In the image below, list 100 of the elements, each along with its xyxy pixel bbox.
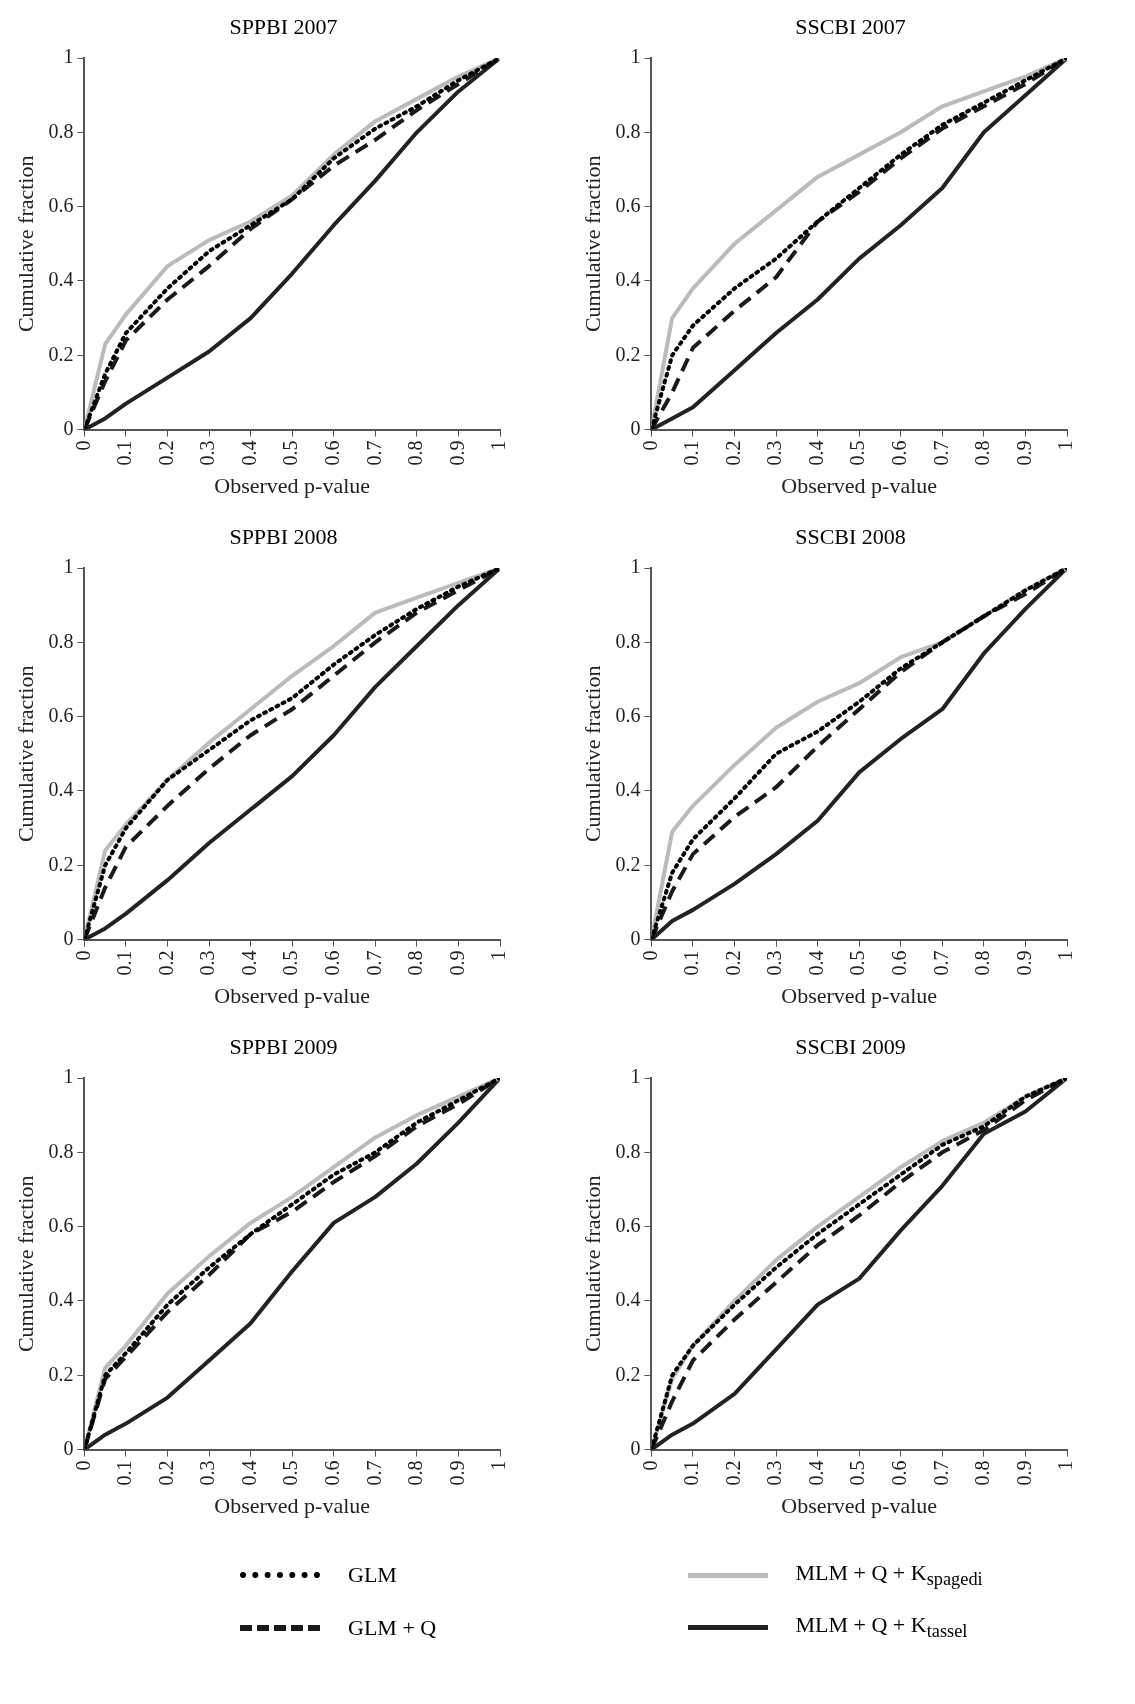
x-tick-label: 0.9 — [445, 950, 468, 976]
y-axis-title: Cumulative fraction — [579, 665, 605, 843]
y-tick-label: 0.4 — [615, 1288, 641, 1311]
y-tick-label: 0.6 — [615, 1213, 641, 1236]
x-tick-label: 0.7 — [362, 950, 385, 976]
x-axis-title: Observed p-value — [781, 1492, 938, 1518]
x-tick-label: 0.9 — [445, 440, 468, 466]
x-tick-label: 0.6 — [888, 440, 911, 466]
x-tick-label: 0.3 — [196, 440, 219, 466]
legend-label: MLM + Q + K$_{spagedi}$ — [795, 1560, 983, 1591]
x-axis-title: Observed p-value — [781, 472, 938, 498]
x-tick-label: 0 — [71, 440, 94, 451]
x-tick-label: 0.2 — [721, 950, 744, 976]
y-axis-title: Cumulative fraction — [12, 155, 38, 333]
x-tick-label: 0.8 — [971, 440, 994, 466]
y-tick-label: 0.4 — [615, 268, 641, 291]
x-tick-label: 0.7 — [929, 950, 952, 976]
x-tick-label: 0.6 — [321, 950, 344, 976]
x-tick-label: 0.9 — [1012, 1460, 1035, 1486]
y-tick-label: 0.8 — [48, 119, 74, 142]
y-tick-label: 0.2 — [48, 852, 74, 875]
x-tick-label: 0.8 — [404, 950, 427, 976]
x-tick-label: 0.2 — [154, 950, 177, 976]
y-tick-label: 0.2 — [615, 852, 641, 875]
x-tick-label: 0.5 — [846, 440, 869, 466]
x-tick-label: 0.2 — [154, 1460, 177, 1486]
x-tick-label: 0.4 — [237, 1460, 260, 1486]
x-tick-label: 0.9 — [1012, 440, 1035, 466]
chart-title: SSCBI 2008 — [794, 524, 907, 551]
x-axis-title: Observed p-value — [214, 982, 371, 1008]
x-axis-title: Observed p-value — [214, 472, 371, 498]
x-tick-label: 0.5 — [846, 950, 869, 976]
y-axis-title: Cumulative fraction — [579, 155, 605, 333]
x-tick-label: 0.7 — [362, 440, 385, 466]
y-tick-label: 0.8 — [615, 1139, 641, 1162]
x-tick-label: 0.1 — [113, 1460, 136, 1486]
x-tick-label: 0.7 — [362, 1460, 385, 1486]
legend-label: MLM + Q + K$_{tassel}$ — [795, 1612, 968, 1643]
y-tick-label: 0.2 — [48, 342, 74, 365]
x-tick-label: 0.4 — [804, 440, 827, 466]
x-tick-label: 0.8 — [971, 950, 994, 976]
y-tick-label: 0.6 — [48, 193, 74, 216]
x-tick-label: 0.5 — [279, 1460, 302, 1486]
y-tick-label: 0.6 — [48, 703, 74, 726]
x-tick-label: 0 — [638, 1460, 661, 1471]
x-tick-label: 0.6 — [888, 950, 911, 976]
y-tick-label: 0.6 — [48, 1213, 74, 1236]
x-tick-label: 1 — [487, 950, 510, 961]
x-tick-label: 1 — [1054, 1460, 1077, 1471]
x-tick-label: 0.4 — [804, 1460, 827, 1486]
x-tick-label: 1 — [1054, 950, 1077, 961]
x-tick-label: 0.3 — [763, 440, 786, 466]
x-axis-title: Observed p-value — [214, 1492, 371, 1518]
y-tick-label: 0.4 — [48, 778, 74, 801]
legend-label: GLM + Q — [348, 1614, 437, 1641]
x-tick-label: 0.5 — [279, 950, 302, 976]
chart-title: SPPBI 2008 — [228, 524, 339, 551]
x-tick-label: 0.2 — [721, 1460, 744, 1486]
chart-title: SPPBI 2007 — [228, 14, 339, 41]
x-tick-label: 0.1 — [680, 950, 703, 976]
x-tick-label: 0.3 — [196, 950, 219, 976]
y-tick-label: 1 — [63, 45, 74, 68]
x-tick-label: 0.5 — [846, 1460, 869, 1486]
x-tick-label: 0.7 — [929, 440, 952, 466]
x-tick-label: 0.8 — [404, 1460, 427, 1486]
x-tick-label: 0.3 — [196, 1460, 219, 1486]
x-axis-title: Observed p-value — [781, 982, 938, 1008]
x-tick-label: 0 — [71, 1460, 94, 1471]
x-tick-label: 0.1 — [113, 950, 136, 976]
x-tick-label: 0.4 — [237, 950, 260, 976]
y-tick-label: 0.4 — [48, 1288, 74, 1311]
x-tick-label: 0 — [71, 950, 94, 961]
legend-label: GLM — [348, 1562, 397, 1589]
x-tick-label: 0.2 — [154, 440, 177, 466]
y-tick-label: 0.4 — [48, 268, 74, 291]
y-tick-label: 0.6 — [615, 193, 641, 216]
x-tick-label: 0.8 — [404, 440, 427, 466]
y-axis-title: Cumulative fraction — [12, 665, 38, 843]
y-tick-label: 0.8 — [615, 629, 641, 652]
x-tick-label: 0.1 — [680, 1460, 703, 1486]
x-tick-label: 0.6 — [321, 440, 344, 466]
y-tick-label: 0.8 — [48, 629, 74, 652]
x-tick-label: 0.6 — [888, 1460, 911, 1486]
x-tick-label: 0.9 — [445, 1460, 468, 1486]
x-tick-label: 1 — [487, 1460, 510, 1471]
chart-title: SPPBI 2009 — [228, 1034, 339, 1061]
y-tick-label: 0.4 — [615, 778, 641, 801]
x-tick-label: 0.9 — [1012, 950, 1035, 976]
x-tick-label: 0.1 — [113, 440, 136, 466]
x-tick-label: 0.3 — [763, 950, 786, 976]
y-tick-label: 0.6 — [615, 703, 641, 726]
y-tick-label: 1 — [630, 555, 641, 578]
x-tick-label: 0.4 — [237, 440, 260, 466]
x-tick-label: 0.8 — [971, 1460, 994, 1486]
y-tick-label: 1 — [63, 1065, 74, 1088]
y-tick-label: 0.8 — [48, 1139, 74, 1162]
y-tick-label: 1 — [630, 45, 641, 68]
x-tick-label: 0.6 — [321, 1460, 344, 1486]
y-axis-title: Cumulative fraction — [579, 1175, 605, 1353]
y-tick-label: 0.2 — [615, 342, 641, 365]
